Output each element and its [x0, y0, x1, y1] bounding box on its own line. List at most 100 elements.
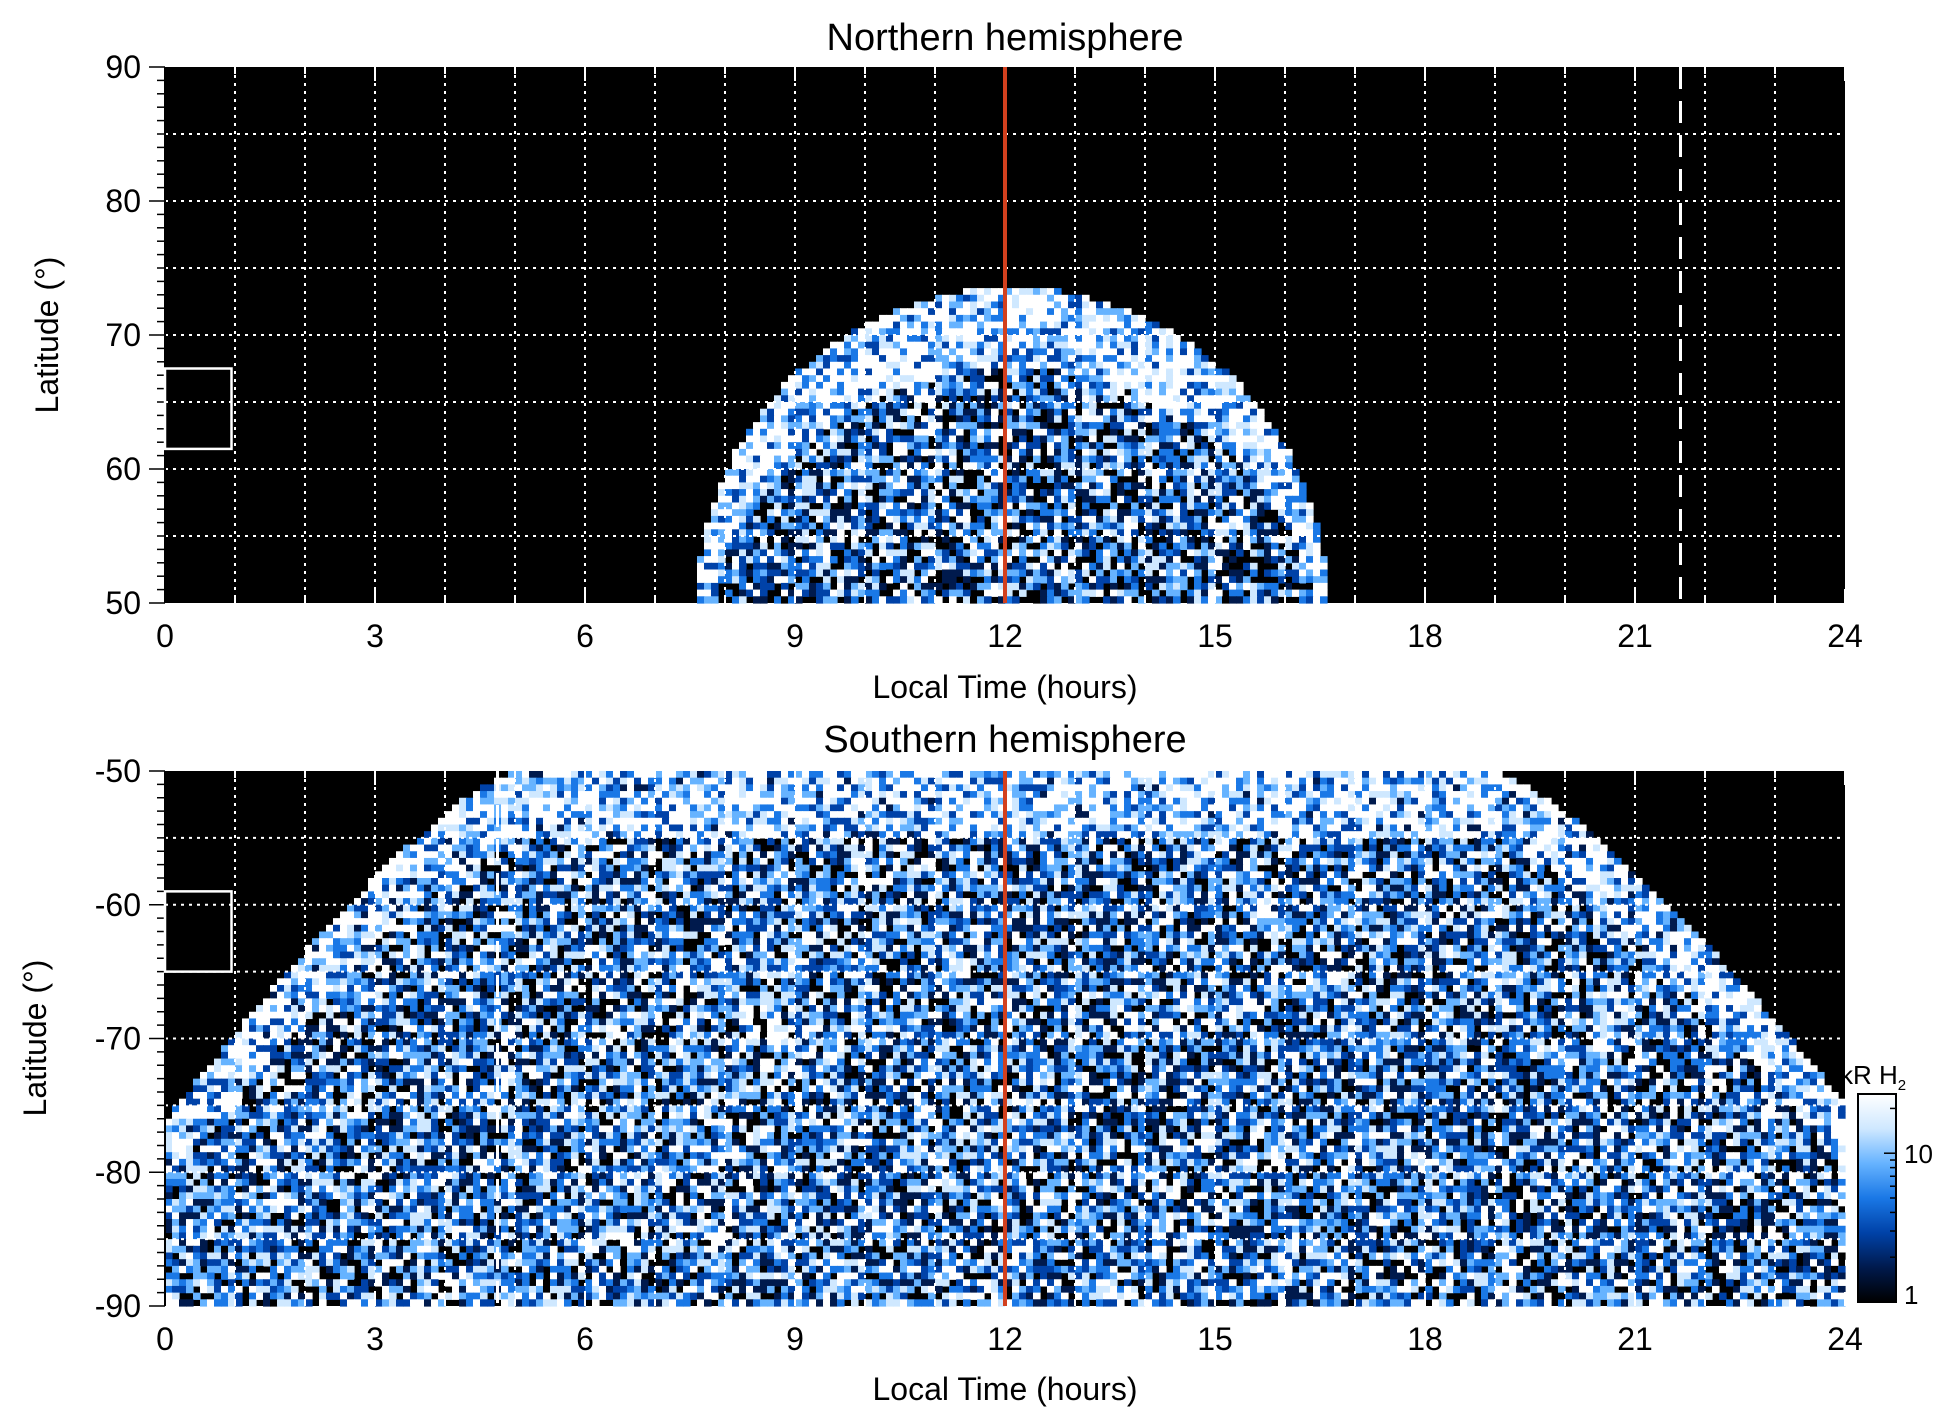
heatmap-cell: [1047, 369, 1055, 376]
heatmap-cell: [1236, 583, 1244, 590]
heatmap-cell: [760, 415, 768, 422]
heatmap-cell: [1187, 838, 1195, 845]
heatmap-cell: [1173, 342, 1181, 349]
heatmap-cell: [991, 583, 999, 590]
heatmap-cell: [781, 442, 789, 449]
heatmap-cell: [480, 825, 488, 832]
heatmap-cell: [872, 825, 880, 832]
heatmap-cell: [1229, 543, 1237, 550]
heatmap-cell: [1166, 335, 1174, 342]
heatmap-cell: [1509, 811, 1517, 818]
heatmap-cell: [1047, 583, 1055, 590]
heatmap-cell: [921, 375, 929, 382]
heatmap-cell: [466, 818, 474, 825]
heatmap-cell: [1012, 362, 1020, 369]
heatmap-cell: [697, 825, 705, 832]
heatmap-cell: [1215, 389, 1223, 396]
heatmap-cell: [914, 818, 922, 825]
heatmap-cell: [1145, 818, 1153, 825]
heatmap-cell: [1061, 804, 1069, 811]
heatmap-cell: [949, 389, 957, 396]
heatmap-cell: [711, 503, 719, 510]
heatmap-cell: [1467, 845, 1475, 852]
heatmap-cell: [1376, 825, 1384, 832]
heatmap-cell: [1054, 549, 1062, 556]
heatmap-cell: [1453, 778, 1461, 785]
heatmap-cell: [949, 590, 957, 597]
heatmap-cell: [900, 449, 908, 456]
heatmap-cell: [907, 348, 915, 355]
heatmap-cell: [1236, 596, 1244, 603]
heatmap-cell: [1019, 436, 1027, 443]
heatmap-cell: [704, 791, 712, 798]
heatmap-cell: [739, 442, 747, 449]
heatmap-cell: [823, 402, 831, 409]
heatmap-cell: [1019, 422, 1027, 429]
heatmap-cell: [1327, 784, 1335, 791]
heatmap-cell: [1152, 348, 1160, 355]
heatmap-cell: [1551, 811, 1559, 818]
heatmap-cell: [1047, 523, 1055, 530]
heatmap-cell: [1201, 415, 1209, 422]
heatmap-cell: [725, 570, 733, 577]
heatmap-cell: [1495, 811, 1503, 818]
heatmap-cell: [1320, 576, 1328, 583]
heatmap-cell: [991, 851, 999, 858]
heatmap-cell: [1152, 409, 1160, 416]
heatmap-cell: [1250, 596, 1258, 603]
heatmap-cell: [851, 516, 859, 523]
heatmap-cell: [991, 476, 999, 483]
heatmap-cell: [662, 778, 670, 785]
heatmap-cell: [942, 798, 950, 805]
heatmap-cell: [543, 845, 551, 852]
heatmap-cell: [767, 818, 775, 825]
heatmap-cell: [1271, 482, 1279, 489]
heatmap-cell: [1215, 402, 1223, 409]
heatmap-cell: [921, 516, 929, 523]
heatmap-cell: [1012, 556, 1020, 563]
heatmap-cell: [1124, 348, 1132, 355]
heatmap-cell: [1530, 798, 1538, 805]
heatmap-cell: [991, 523, 999, 530]
heatmap-cell: [1285, 845, 1293, 852]
heatmap-cell: [760, 851, 768, 858]
heatmap-cell: [1292, 825, 1300, 832]
heatmap-cell: [1257, 771, 1265, 778]
heatmap-cell: [886, 476, 894, 483]
heatmap-cell: [1292, 798, 1300, 805]
heatmap-cell: [893, 590, 901, 597]
heatmap-cell: [963, 583, 971, 590]
heatmap-cell: [1082, 778, 1090, 785]
heatmap-cell: [1117, 496, 1125, 503]
heatmap-cell: [914, 838, 922, 845]
heatmap-cell: [949, 596, 957, 603]
heatmap-cell: [900, 543, 908, 550]
heatmap-cell: [1453, 851, 1461, 858]
heatmap-cell: [802, 375, 810, 382]
heatmap-cell: [872, 811, 880, 818]
heatmap-cell: [977, 549, 985, 556]
heatmap-cell: [802, 576, 810, 583]
heatmap-cell: [1222, 476, 1230, 483]
heatmap-cell: [1012, 818, 1020, 825]
heatmap-cell: [1390, 811, 1398, 818]
heatmap-cell: [1040, 838, 1048, 845]
heatmap-cell: [837, 402, 845, 409]
heatmap-cell: [599, 811, 607, 818]
heatmap-cell: [585, 798, 593, 805]
heatmap-cell: [1341, 771, 1349, 778]
heatmap-cell: [1166, 549, 1174, 556]
heatmap-cell: [942, 382, 950, 389]
heatmap-cell: [1096, 389, 1104, 396]
heatmap-cell: [865, 838, 873, 845]
heatmap-cell: [1124, 335, 1132, 342]
heatmap-cell: [956, 523, 964, 530]
heatmap-cell: [1257, 482, 1265, 489]
heatmap-cell: [984, 778, 992, 785]
heatmap-cell: [1096, 308, 1104, 315]
heatmap-cell: [1439, 804, 1447, 811]
heatmap-cell: [1285, 583, 1293, 590]
heatmap-cell: [1152, 422, 1160, 429]
heatmap-cell: [844, 778, 852, 785]
heatmap-cell: [1376, 818, 1384, 825]
